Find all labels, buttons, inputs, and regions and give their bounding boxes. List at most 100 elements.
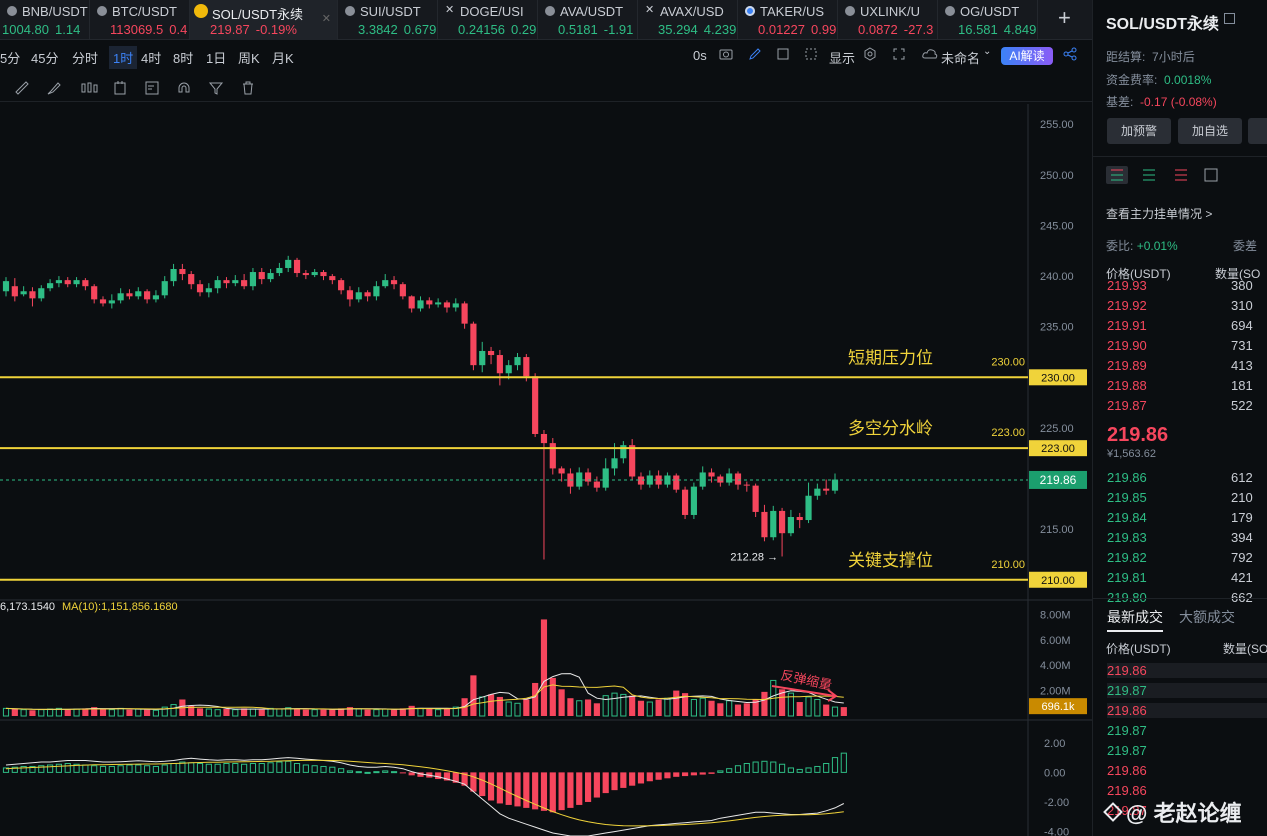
display-menu[interactable]: 显示 bbox=[829, 51, 856, 66]
level-label: 短期压力位 bbox=[848, 348, 933, 367]
share-icon[interactable] bbox=[1062, 46, 1078, 65]
level-value-label: 210.00 bbox=[991, 559, 1025, 571]
tab-solusdt[interactable]: SOL/USDT永续 219.87 -0.19% ✕ bbox=[190, 0, 338, 40]
ai-analysis-button[interactable]: AI解读 bbox=[1001, 47, 1053, 65]
tab-uxlinku[interactable]: UXLINK/U 0.0872 -27.3 bbox=[838, 0, 938, 40]
sui-coin-icon bbox=[345, 6, 355, 16]
candle-body bbox=[514, 357, 521, 366]
orderbook-row[interactable]: 219.80 662 bbox=[1107, 588, 1267, 608]
tab-ogusdt[interactable]: OG/USDT 16.581 4.849 bbox=[938, 0, 1038, 40]
camera-icon[interactable] bbox=[718, 46, 734, 65]
orderbook-row[interactable]: 219.90 731 bbox=[1107, 336, 1267, 356]
compare-icon[interactable] bbox=[803, 46, 819, 65]
volume-bar bbox=[20, 709, 27, 717]
volume-bar bbox=[338, 708, 345, 716]
candle-body bbox=[205, 288, 212, 293]
tab-avausdt[interactable]: AVA/USDT 0.5181 -1.91 bbox=[538, 0, 638, 40]
tab-bnbusdt[interactable]: BNB/USDT 1004.80 1.14 bbox=[0, 0, 90, 40]
volume-bar bbox=[249, 708, 257, 717]
popout-icon[interactable] bbox=[775, 46, 791, 65]
volume-bar bbox=[55, 707, 63, 717]
timeframe-7[interactable]: 周K bbox=[238, 51, 260, 66]
magnet-icon[interactable] bbox=[176, 80, 192, 96]
candle-style-icon[interactable] bbox=[80, 80, 98, 96]
orderbook-row[interactable]: 219.81 421 bbox=[1107, 568, 1267, 588]
copy-icon[interactable] bbox=[1224, 13, 1235, 24]
orderbook-asks-icon[interactable] bbox=[1170, 166, 1192, 184]
filter-icon[interactable] bbox=[208, 80, 224, 96]
pencil-icon[interactable] bbox=[747, 46, 763, 65]
orderbook-row[interactable]: 219.93 380 bbox=[1107, 276, 1267, 296]
layout-name[interactable]: 未命名 bbox=[941, 51, 981, 66]
volume-bar bbox=[479, 696, 486, 717]
orderbook-row[interactable]: 219.88 181 bbox=[1107, 376, 1267, 396]
timeframe-0[interactable]: 5分 bbox=[0, 51, 21, 66]
candle-body bbox=[629, 445, 636, 477]
orderbook-row[interactable]: 219.84 179 bbox=[1107, 508, 1267, 528]
last-price-cny: ¥1,563.62 bbox=[1107, 448, 1156, 460]
add-watchlist-button[interactable]: 加自选 bbox=[1178, 118, 1242, 144]
timeframe-1[interactable]: 45分 bbox=[31, 51, 59, 66]
price-chart[interactable]: 255.00 250.00 245.00 240.00 235.00 230.00 225.… bbox=[0, 104, 1092, 836]
orderbook-row[interactable]: 219.91 694 bbox=[1107, 316, 1267, 336]
tab-avaxusd[interactable]: ✕ AVAX/USD 35.294 4.239 bbox=[638, 0, 738, 40]
orderbook-row[interactable]: 219.85 210 bbox=[1107, 488, 1267, 508]
brush-icon[interactable] bbox=[46, 80, 62, 96]
macd-hist-bar bbox=[258, 763, 265, 773]
tab-latest-trades[interactable]: 最新成交 bbox=[1107, 609, 1163, 625]
macd-hist-bar bbox=[338, 768, 345, 773]
tab-large-trades[interactable]: 大额成交 bbox=[1179, 609, 1235, 625]
x-icon: ✕ bbox=[445, 4, 455, 16]
timeframe-2[interactable]: 分时 bbox=[72, 51, 99, 66]
more-button[interactable] bbox=[1248, 118, 1267, 144]
ob-price: 219.85 bbox=[1107, 490, 1147, 505]
orderbook-row[interactable]: 219.89 413 bbox=[1107, 356, 1267, 376]
orderbook-row[interactable]: 219.83 394 bbox=[1107, 528, 1267, 548]
timeframe-3[interactable]: 1时 bbox=[109, 46, 138, 69]
trade-row: 219.87 bbox=[1107, 723, 1147, 738]
close-icon[interactable]: ✕ bbox=[321, 13, 331, 25]
template-icon[interactable] bbox=[144, 80, 160, 96]
timeframe-5[interactable]: 8时 bbox=[173, 51, 194, 66]
chevron-down-icon[interactable]: ⌄ bbox=[983, 46, 992, 57]
orderbook-layout-icon[interactable] bbox=[1200, 166, 1222, 184]
macd-hist-bar bbox=[620, 772, 627, 788]
macd-hist-bar bbox=[796, 768, 803, 773]
timeframe-8[interactable]: 月K bbox=[272, 51, 294, 66]
tab-suiusdt[interactable]: SUI/USDT 3.3842 0.679 bbox=[338, 0, 438, 40]
trash-icon[interactable] bbox=[240, 80, 256, 96]
orderbook-row[interactable]: 219.92 310 bbox=[1107, 296, 1267, 316]
orderbook-both-icon[interactable] bbox=[1106, 166, 1128, 184]
ruler-icon[interactable] bbox=[14, 80, 30, 96]
chart-canvas[interactable]: 255.00 250.00 245.00 240.00 235.00 230.00 225.… bbox=[0, 104, 1092, 836]
depth-link[interactable]: 查看主力挂单情况 > bbox=[1106, 207, 1213, 221]
candle-body bbox=[11, 286, 18, 297]
add-alert-button[interactable]: 加预警 bbox=[1107, 118, 1171, 144]
tab-btcusdt[interactable]: BTC/USDT 113069.5 0.4 bbox=[90, 0, 190, 40]
candle-body bbox=[214, 280, 221, 289]
candle-body bbox=[161, 281, 168, 296]
fullscreen-icon[interactable] bbox=[891, 46, 907, 65]
volume-bar bbox=[629, 695, 636, 716]
candle-body bbox=[2, 281, 10, 292]
add-tab-icon[interactable]: + bbox=[1058, 5, 1071, 30]
settings-icon[interactable] bbox=[862, 46, 878, 65]
timeframe-6[interactable]: 1日 bbox=[206, 51, 227, 66]
orderbook-bids-icon[interactable] bbox=[1138, 166, 1160, 184]
tab-change-value: -0.19% bbox=[255, 22, 297, 37]
tab-price-value: 219.87 bbox=[210, 22, 250, 37]
orderbook-row[interactable]: 219.86 612 bbox=[1107, 468, 1267, 488]
indicator-icon[interactable] bbox=[112, 80, 128, 96]
timeframe-4[interactable]: 4时 bbox=[141, 51, 162, 66]
volume-bar bbox=[91, 707, 98, 716]
tab-takerus[interactable]: TAKER/US 0.01227 0.99 bbox=[738, 0, 838, 40]
btc-coin-icon bbox=[97, 6, 107, 16]
orderbook-row[interactable]: 219.87 522 bbox=[1107, 396, 1267, 416]
tab-dogeusi[interactable]: ✕ DOGE/USI 0.24156 0.29 bbox=[438, 0, 538, 40]
macd-hist-bar bbox=[373, 771, 380, 774]
level-tag-bg bbox=[1029, 369, 1087, 386]
cloud-icon[interactable] bbox=[921, 46, 939, 65]
tab-price-value: 0.0872 bbox=[858, 22, 898, 37]
orderbook-row[interactable]: 219.82 792 bbox=[1107, 548, 1267, 568]
trade-row: 219.87 bbox=[1107, 683, 1267, 698]
